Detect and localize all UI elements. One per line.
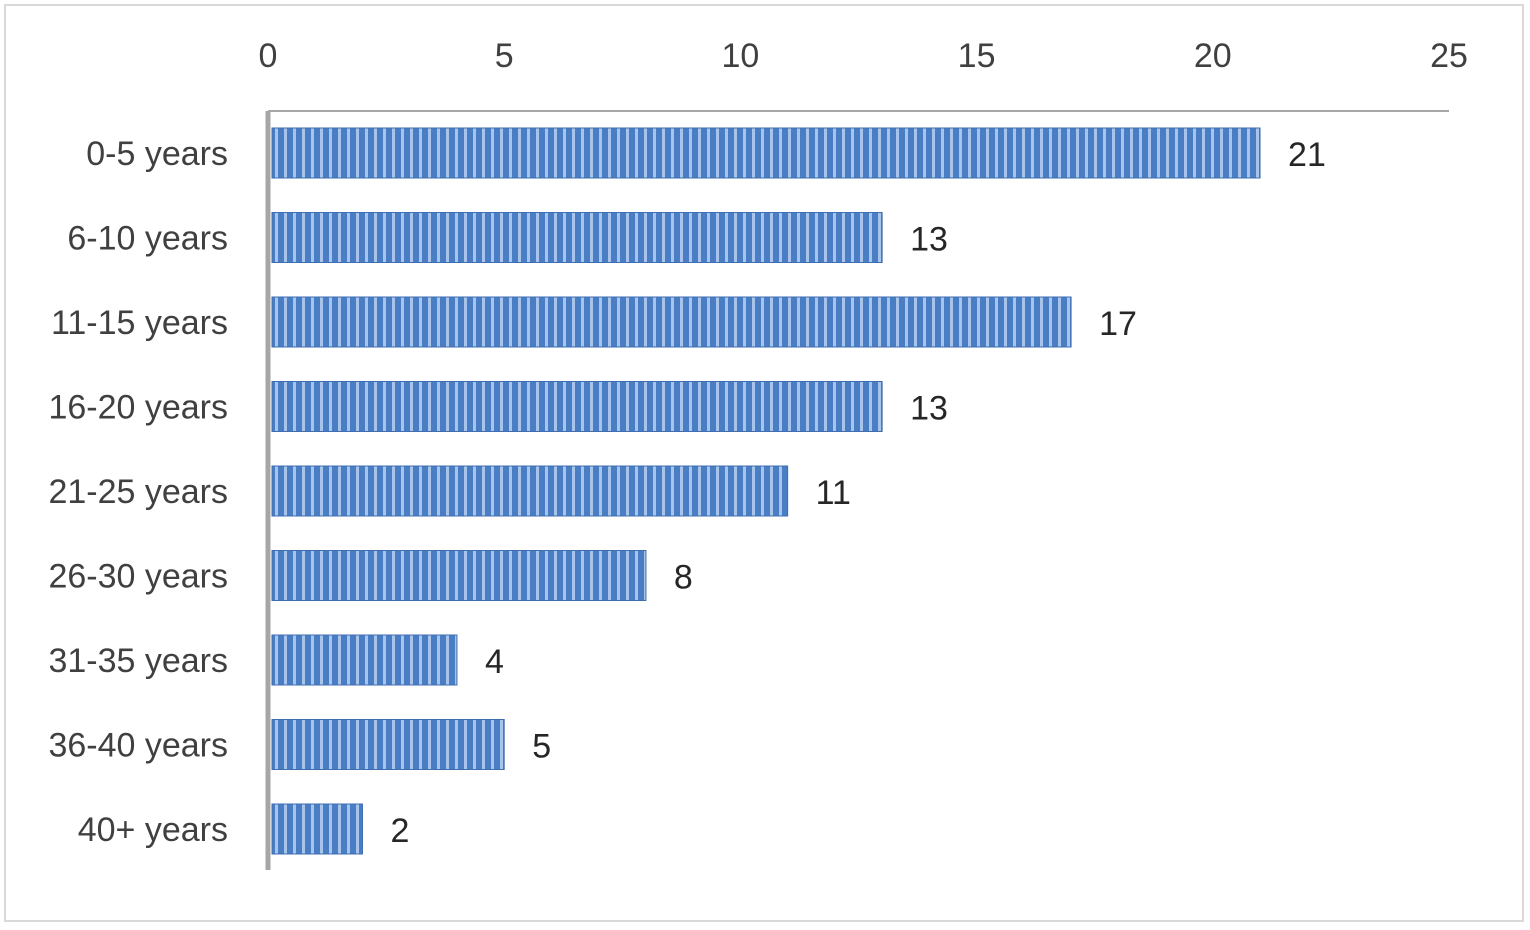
- data-label: 5: [532, 728, 551, 766]
- bar: [271, 719, 505, 770]
- x-tick-label: 0: [259, 37, 278, 75]
- x-axis-tick-labels: 0 5 10 15 20 25: [259, 37, 1468, 75]
- data-labels: 21 13 17 13 11 8 4 5 2: [390, 136, 1325, 850]
- data-label: 13: [910, 221, 948, 259]
- x-tick-label: 20: [1194, 37, 1232, 75]
- category-label: 21-25 years: [48, 473, 228, 511]
- x-tick-label: 10: [721, 37, 759, 75]
- bar: [271, 465, 789, 517]
- bar: [271, 127, 1261, 179]
- bar: [271, 803, 363, 855]
- category-label: 16-20 years: [48, 389, 228, 427]
- bar: [271, 634, 458, 686]
- category-label: 11-15 years: [51, 304, 228, 342]
- axes: [265, 110, 1449, 870]
- category-label: 6-10 years: [67, 220, 228, 258]
- x-tick-label: 25: [1430, 37, 1468, 75]
- category-label: 31-35 years: [48, 642, 228, 680]
- category-label: 40+ years: [78, 811, 228, 849]
- data-label: 13: [910, 390, 948, 428]
- category-label: 36-40 years: [48, 727, 228, 765]
- bar: [271, 296, 1072, 348]
- data-label: 8: [674, 559, 693, 597]
- x-tick-label: 5: [495, 37, 514, 75]
- data-label: 11: [816, 474, 851, 512]
- bar: [271, 212, 883, 263]
- y-axis-category-labels: 0-5 years 6-10 years 11-15 years 16-20 year…: [48, 135, 228, 849]
- bar: [271, 381, 883, 432]
- category-label: 0-5 years: [86, 135, 228, 173]
- x-tick-label: 15: [958, 37, 996, 75]
- data-label: 4: [485, 643, 504, 681]
- data-label: 21: [1288, 136, 1326, 174]
- category-label: 26-30 years: [48, 558, 228, 596]
- data-label: 17: [1099, 305, 1137, 343]
- data-label: 2: [390, 812, 409, 850]
- bar: [271, 550, 647, 601]
- bars: [271, 127, 1261, 855]
